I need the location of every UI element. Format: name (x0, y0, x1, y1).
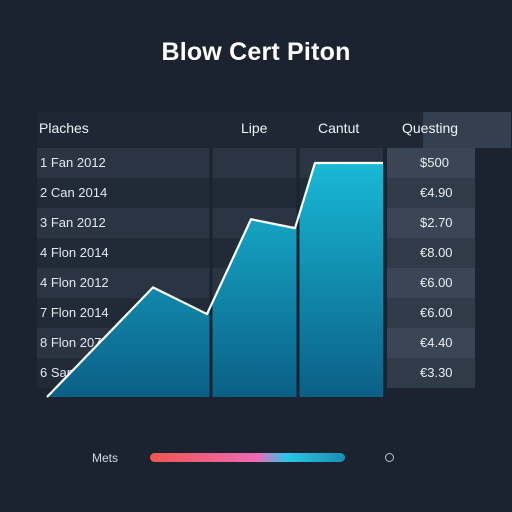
table-header (37, 112, 423, 148)
row-label: 7 Flon 2014 (40, 305, 109, 320)
row-value: €3.30 (420, 365, 453, 380)
row-label: 4 Flon 2012 (40, 275, 109, 290)
row-value: $2.70 (420, 215, 453, 230)
header-plaches: Plaches (39, 120, 89, 136)
row-label: 4 Flon 2014 (40, 245, 109, 260)
table-row: 6 San 202 €3.30 (37, 358, 475, 388)
header-cantut: Cantut (318, 120, 360, 136)
table-row: 7 Flon 2014 €6.00 (37, 298, 475, 328)
row-label: 1 Fan 2012 (40, 155, 106, 170)
legend-gradient-bar[interactable] (150, 453, 345, 462)
header-questing[interactable]: Questing (402, 120, 459, 136)
data-table: Plaches Lipe Cantut Questing 1 Fan 2012 … (37, 112, 511, 397)
row-value: €8.00 (420, 245, 453, 260)
table-row: 2 Can 2014 €4.90 (37, 178, 475, 208)
row-value: €6.00 (420, 275, 453, 290)
row-label: 3 Fan 2012 (40, 215, 106, 230)
row-value: €4.40 (420, 335, 453, 350)
row-value: €4.90 (420, 185, 453, 200)
row-label: 8 Flon 2072 (40, 335, 109, 350)
row-value: $500 (420, 155, 449, 170)
header-lipe: Lipe (241, 120, 268, 136)
legend-label: Mets (92, 451, 119, 465)
table-row: 8 Flon 2072 €4.40 (37, 328, 475, 358)
table-row: 4 Flon 2014 €8.00 (37, 238, 475, 268)
row-value: €6.00 (420, 305, 453, 320)
table-row: 4 Flon 2012 €6.00 (37, 268, 475, 298)
table-row: 3 Fan 2012 $2.70 (37, 208, 475, 238)
chart-title: Blow Cert Piton (161, 38, 351, 66)
row-label: 6 San 202 (40, 365, 100, 380)
row-label: 2 Can 2014 (40, 185, 108, 200)
legend-dot-icon[interactable] (385, 453, 394, 462)
table-row: 1 Fan 2012 $500 (37, 148, 475, 178)
table-header-highlight (423, 112, 511, 148)
